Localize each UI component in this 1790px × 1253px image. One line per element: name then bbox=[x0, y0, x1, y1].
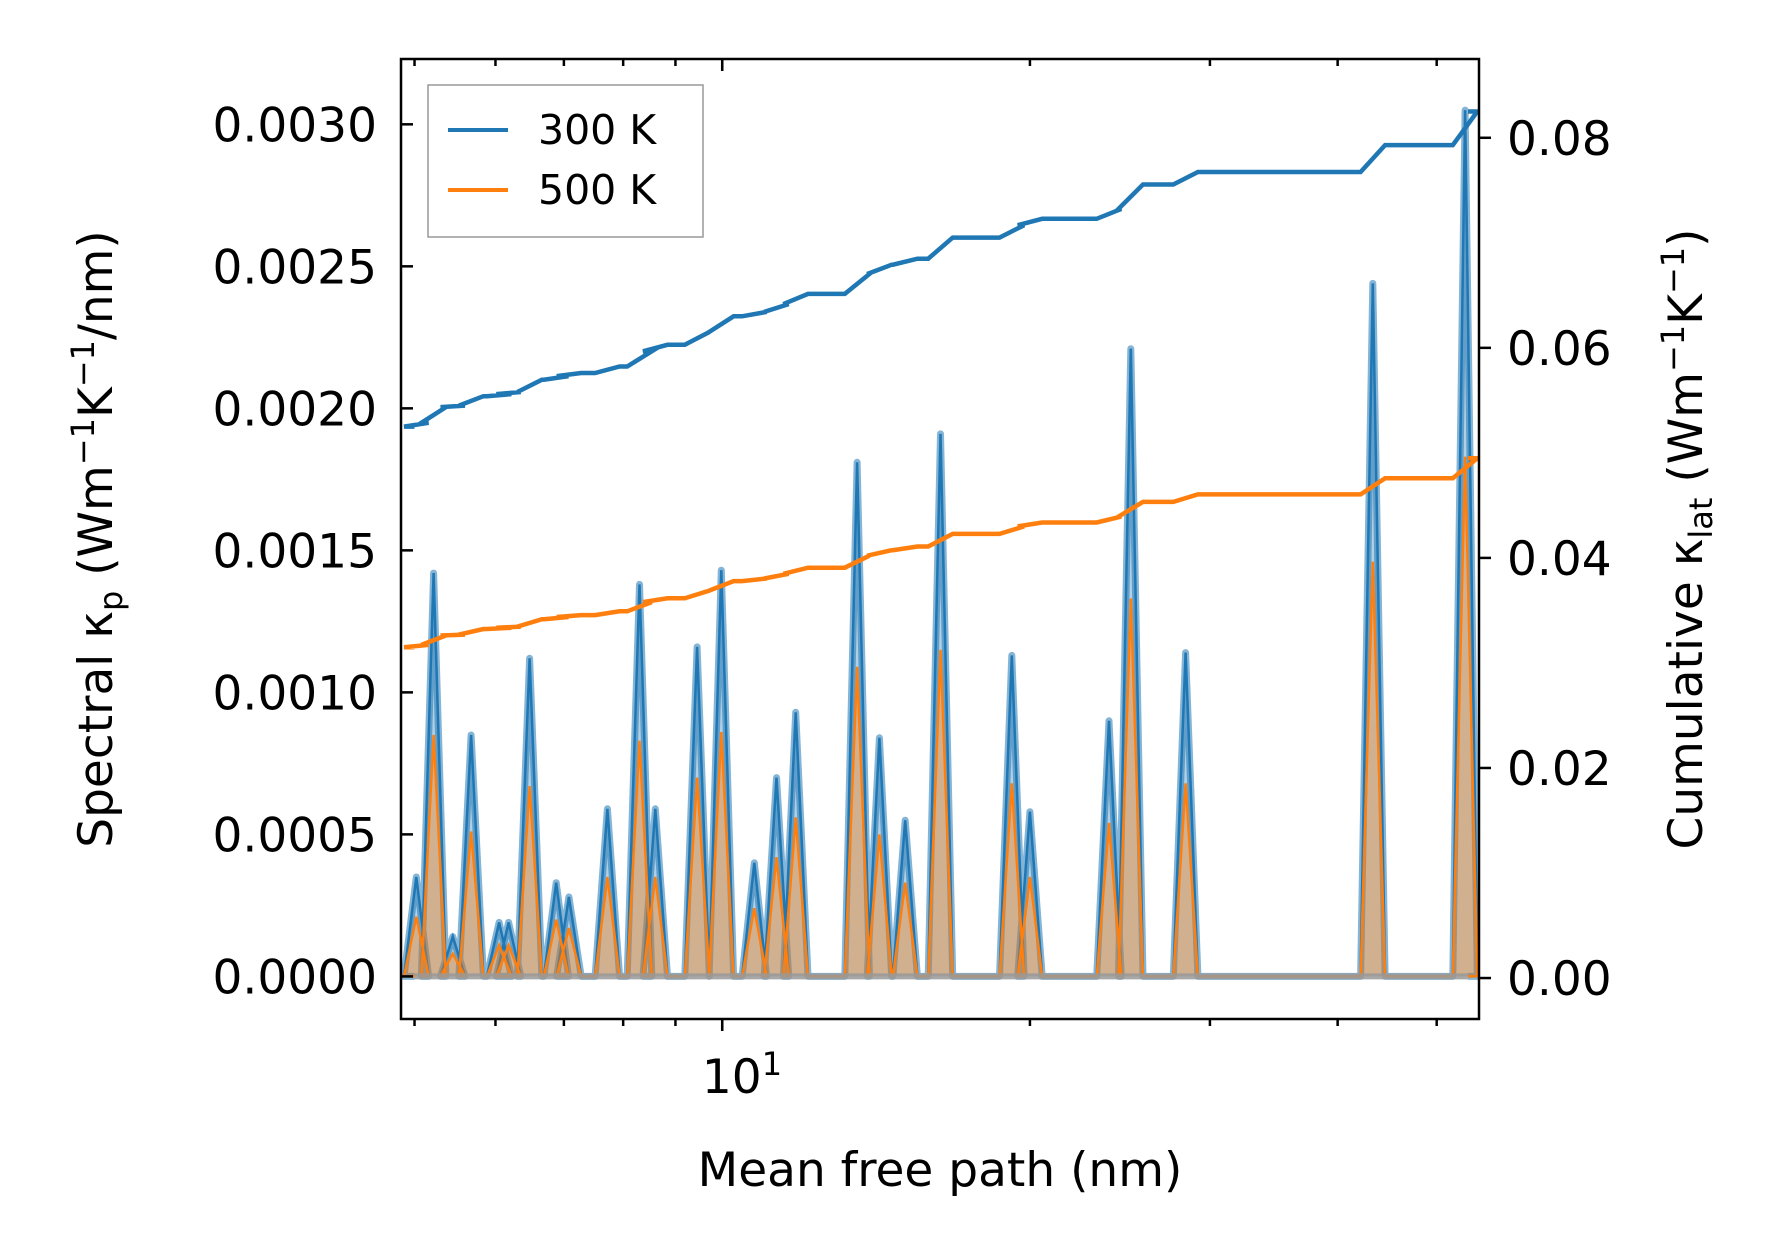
y-axis-left-label: Spectral κp (Wm−1K−1/nm) bbox=[64, 230, 130, 847]
y-right-tick-label: 0.00 bbox=[1507, 952, 1612, 1007]
spectral-500k-fill bbox=[404, 456, 1478, 977]
plot-frame bbox=[399, 57, 1481, 1021]
series-layer bbox=[401, 106, 1479, 980]
cumulative-500k-line bbox=[403, 455, 1479, 650]
ticks-layer: 0.0000 0.0005 0.0010 0.0015 0.0020 0.0025 0.00… bbox=[213, 59, 1612, 1031]
legend-label-300k: 300 K bbox=[538, 106, 657, 154]
y-left-tick-label: 0.0010 bbox=[213, 666, 377, 721]
y-left-tick-label: 0.0020 bbox=[213, 382, 377, 437]
x-axis-label: Mean free path (nm) bbox=[698, 1143, 1183, 1198]
legend-label-500k: 500 K bbox=[538, 166, 657, 214]
y-axis-right-label: Cumulative κlat (Wm−1K−1) bbox=[1654, 228, 1720, 849]
y-left-tick-label: 0.0030 bbox=[213, 98, 377, 153]
cumulative-300k-line bbox=[403, 109, 1479, 429]
y-right-tick-label: 0.02 bbox=[1507, 742, 1612, 797]
y-right-tick-label: 0.04 bbox=[1507, 532, 1612, 587]
y-right-tick-label: 0.06 bbox=[1507, 322, 1612, 377]
legend: 300 K 500 K bbox=[427, 84, 704, 238]
y-left-tick-label: 0.0025 bbox=[213, 240, 377, 295]
x-tick-label: 101 bbox=[702, 1045, 782, 1105]
y-right-tick-label: 0.08 bbox=[1507, 112, 1612, 167]
y-left-tick-label: 0.0015 bbox=[213, 524, 377, 579]
y-left-tick-label: 0.0000 bbox=[213, 950, 377, 1005]
legend-box bbox=[427, 84, 704, 238]
y-left-tick-label: 0.0005 bbox=[213, 808, 377, 863]
